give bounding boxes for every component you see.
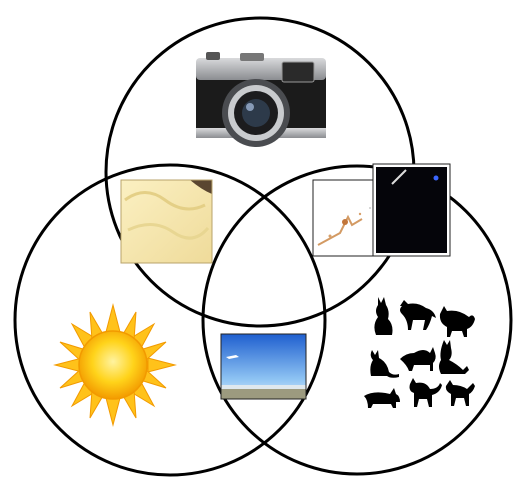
butter-texture-image [120,179,213,264]
cat-silhouette [439,340,469,374]
circle-right [201,164,513,476]
circle-left [13,163,327,477]
cat-silhouette [374,297,393,335]
cat-silhouette [370,350,399,378]
cat-silhouettes-image [364,297,475,408]
cat-silhouette [364,388,400,408]
cat-silhouette [439,306,475,337]
cat-silhouette [400,300,436,330]
dark-night-image [372,163,451,257]
camera-image [196,52,326,147]
cat-silhouette [409,378,442,407]
blue-sky-airplane-image [220,333,307,400]
sun-image [53,303,177,427]
cat-silhouette [445,380,475,406]
cat-silhouette [400,347,436,371]
